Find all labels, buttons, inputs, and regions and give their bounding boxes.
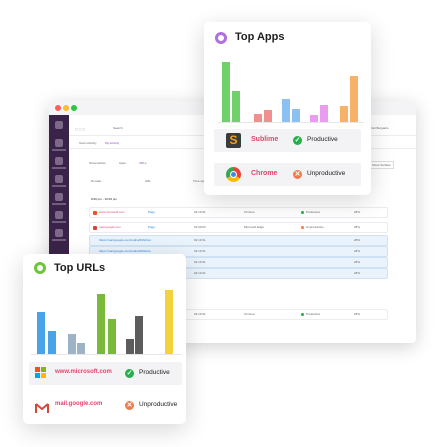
chart-bar bbox=[37, 312, 45, 354]
chart-bar bbox=[310, 115, 318, 122]
filter-dropdown[interactable]: Show Surface bbox=[369, 161, 394, 169]
chart-bar bbox=[320, 105, 328, 122]
subtab-apps[interactable]: Apps bbox=[119, 161, 126, 165]
chart-bar bbox=[232, 91, 240, 122]
top-apps-item[interactable]: S Sublime ✓ Productive bbox=[214, 129, 361, 152]
check-icon: ✓ bbox=[293, 136, 302, 145]
sidebar-projects-icon[interactable] bbox=[55, 211, 63, 219]
chart-bar bbox=[222, 62, 230, 122]
top-urls-title: Top URLs bbox=[54, 262, 106, 274]
search-input[interactable]: Search bbox=[113, 126, 123, 130]
top-apps-title: Top Apps bbox=[235, 31, 285, 43]
sidebar-timeline-icon[interactable] bbox=[55, 157, 63, 165]
table-row[interactable]: https://mail.google.com/mail/u/0/#inbox … bbox=[89, 246, 388, 257]
top-urls-card: Top URLs www.microsoft.com ✓ Productive … bbox=[23, 254, 186, 424]
cross-icon: ✕ bbox=[125, 401, 134, 410]
sidebar-dashboard-icon[interactable] bbox=[55, 139, 63, 147]
top-apps-ring-icon bbox=[215, 32, 227, 44]
top-urls-item[interactable]: mail.google.com ✕ Unproductive bbox=[29, 394, 182, 417]
top-urls-item[interactable]: www.microsoft.com ✓ Productive bbox=[29, 362, 182, 385]
chart-bar bbox=[282, 99, 290, 122]
chart-bar bbox=[135, 316, 143, 354]
tab-team-activity[interactable]: Team Activity bbox=[79, 141, 97, 145]
sidebar-home-icon[interactable] bbox=[55, 121, 63, 129]
top-urls-chart bbox=[37, 290, 177, 354]
gmail-icon bbox=[35, 400, 49, 413]
tab-my-activity[interactable]: My Activity bbox=[105, 141, 120, 145]
check-icon: ✓ bbox=[125, 369, 134, 378]
sidebar-team-icon[interactable] bbox=[55, 229, 63, 237]
col-url: URL bbox=[145, 179, 152, 183]
top-apps-item[interactable]: Chrome ✕ Unproductive bbox=[214, 163, 361, 186]
chart-bar bbox=[68, 334, 76, 354]
sidebar-activity-icon[interactable] bbox=[55, 175, 63, 183]
chart-bar bbox=[126, 339, 134, 354]
chart-bar bbox=[77, 343, 85, 354]
table-row[interactable]: mail.google.com Page 01:09:03 Microsoft … bbox=[89, 222, 388, 233]
gmail-icon bbox=[93, 226, 97, 230]
chart-bar bbox=[165, 290, 173, 354]
microsoft-icon bbox=[93, 211, 97, 215]
col-domain: Domain bbox=[91, 179, 102, 183]
chart-bar bbox=[97, 294, 105, 354]
chart-bar bbox=[254, 114, 262, 122]
subtab-screenshots[interactable]: Screenshots bbox=[89, 161, 106, 165]
unproductive-dot bbox=[301, 226, 304, 229]
table-row[interactable]: https://mail.google.com/mail/u/0/#inbox … bbox=[89, 235, 388, 246]
productive-dot bbox=[301, 211, 304, 214]
chart-bar bbox=[48, 331, 56, 354]
chrome-icon bbox=[226, 167, 241, 182]
top-urls-ring-icon bbox=[34, 262, 46, 274]
chart-bar bbox=[264, 110, 272, 122]
col-time: Time spent bbox=[193, 179, 208, 183]
top-apps-chart bbox=[222, 62, 360, 122]
sublime-icon: S bbox=[226, 133, 241, 148]
chart-bar bbox=[340, 106, 348, 122]
chart-bar bbox=[108, 319, 116, 354]
time-header: 9:00 pm - 10:00 pm bbox=[91, 197, 118, 201]
table-row[interactable]: www.microsoft.com Page 02:19:31 Chrome P… bbox=[89, 207, 388, 218]
sidebar-reports-icon[interactable] bbox=[55, 193, 63, 201]
user-menu[interactable]: Kristi Bergants bbox=[369, 126, 389, 130]
subtab-urls[interactable]: URLs bbox=[139, 161, 147, 165]
minimize-dot[interactable] bbox=[63, 105, 69, 111]
top-apps-card: Top Apps S Sublime ✓ Productive Chrome ✕… bbox=[204, 22, 371, 195]
close-dot[interactable] bbox=[55, 105, 61, 111]
maximize-dot[interactable] bbox=[71, 105, 77, 111]
chart-bar bbox=[350, 76, 358, 122]
chart-bar bbox=[292, 109, 300, 122]
microsoft-icon bbox=[35, 367, 47, 379]
cross-icon: ✕ bbox=[293, 170, 302, 179]
